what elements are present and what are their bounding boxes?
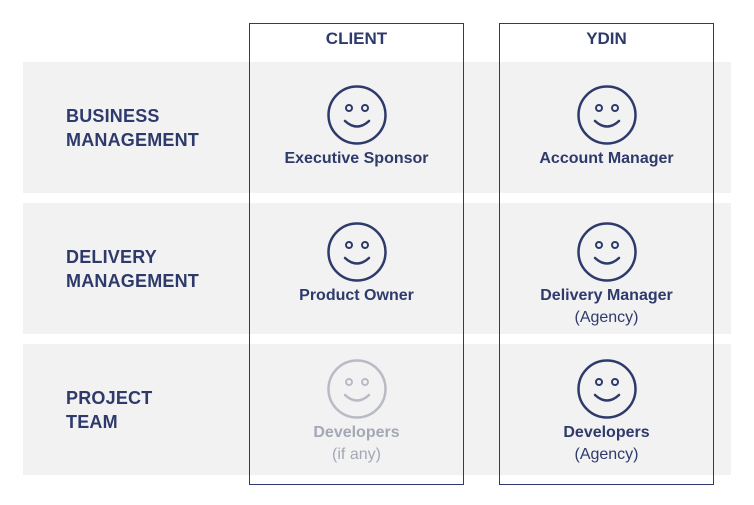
role-label: Executive Sponsor — [284, 150, 429, 167]
role-label: Developers — [313, 424, 400, 441]
smiley-face-icon — [326, 359, 387, 419]
cell-client-team: Developers (if any) — [249, 358, 464, 466]
row-label-business-management: BUSINESS MANAGEMENT — [66, 104, 199, 152]
cell-ydin-business: Account Manager — [499, 84, 714, 170]
role-label: Delivery Manager — [540, 287, 673, 304]
row-label-line: DELIVERY — [66, 247, 157, 267]
smiley-face-icon — [576, 85, 637, 145]
cell-client-business: Executive Sponsor — [249, 84, 464, 170]
smiley-face-icon — [326, 222, 387, 282]
row-label-line: TEAM — [66, 412, 118, 432]
role-label: Product Owner — [299, 287, 414, 304]
row-label-delivery-management: DELIVERY MANAGEMENT — [66, 245, 199, 293]
row-label-line: MANAGEMENT — [66, 271, 199, 291]
smiley-face-icon — [576, 222, 637, 282]
role-note: (if any) — [332, 446, 381, 463]
role-label: Account Manager — [539, 150, 674, 167]
role-note: (Agency) — [574, 309, 639, 326]
column-header-client: CLIENT — [325, 29, 388, 48]
row-label-project-team: PROJECT TEAM — [66, 386, 152, 434]
smiley-face-icon — [326, 85, 387, 145]
row-label-line: PROJECT — [66, 388, 153, 408]
row-label-line: MANAGEMENT — [66, 130, 199, 150]
cell-ydin-delivery: Delivery Manager (Agency) — [499, 221, 714, 329]
column-frame-client — [249, 23, 464, 485]
cell-client-delivery: Product Owner — [249, 221, 464, 307]
smiley-face-icon — [576, 359, 637, 419]
role-label: Developers — [563, 424, 650, 441]
row-label-line: BUSINESS — [66, 106, 160, 126]
cell-ydin-team: Developers (Agency) — [499, 358, 714, 466]
column-header-ydin: YDIN — [586, 29, 627, 48]
row-band-business-management — [23, 62, 731, 193]
column-frame-ydin — [499, 23, 714, 485]
role-note: (Agency) — [574, 446, 639, 463]
